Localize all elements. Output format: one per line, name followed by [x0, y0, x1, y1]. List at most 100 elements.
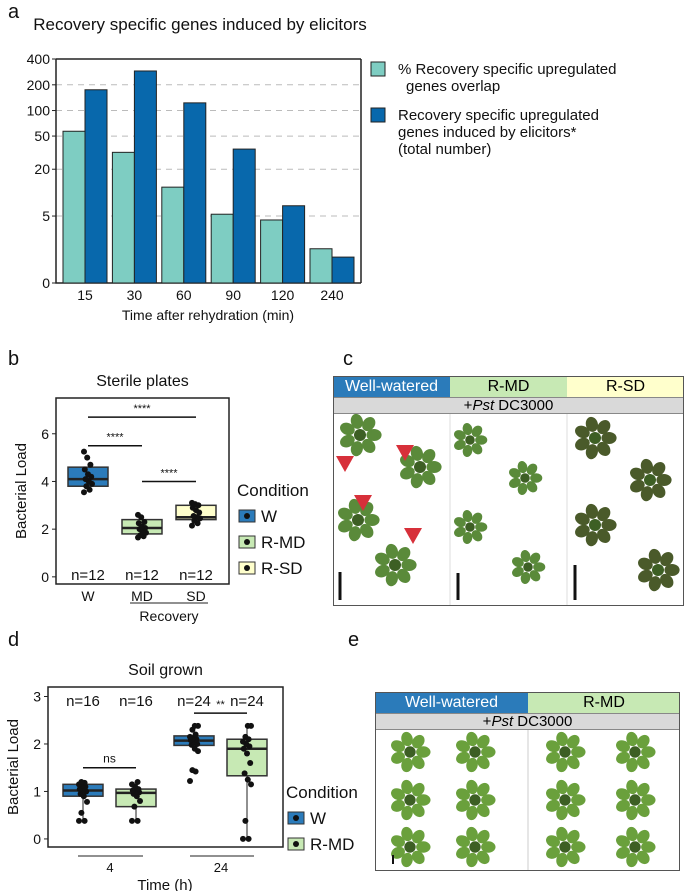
leaf: [533, 562, 546, 572]
leaf: [362, 438, 376, 453]
leaf: [466, 805, 478, 821]
leaf: [400, 466, 415, 480]
treatment-pathogen: Pst: [472, 397, 495, 414]
leaf: [566, 782, 580, 797]
panel-label-e: e: [348, 629, 359, 651]
plant: [400, 445, 442, 489]
leaf: [529, 570, 541, 582]
rosette-center: [523, 562, 533, 572]
treatment-strain: DC3000: [513, 713, 573, 730]
legend-label: R-MD: [261, 533, 305, 552]
x-tick-label: 15: [77, 287, 93, 303]
leaf: [636, 850, 650, 865]
leaf: [462, 444, 473, 457]
leaf: [597, 506, 611, 522]
rosette-center: [389, 559, 401, 571]
leaf: [626, 757, 638, 773]
leaf: [391, 788, 405, 801]
leaf: [616, 751, 630, 764]
y-tick-label: 4: [41, 473, 49, 489]
leaf: [466, 826, 478, 842]
data-point: [84, 798, 90, 805]
data-point: [244, 776, 251, 783]
leaf: [616, 740, 630, 753]
rosette-center: [559, 841, 571, 853]
leaf: [546, 846, 560, 859]
leaf: [476, 755, 490, 770]
plant: [546, 731, 586, 773]
data-point: [78, 809, 85, 816]
leaf: [401, 731, 413, 747]
leaf: [638, 569, 653, 583]
data-point: [134, 778, 141, 785]
leaf: [456, 788, 470, 801]
y-tick-label: 0: [42, 275, 50, 291]
leaf: [641, 841, 656, 853]
data-point: [242, 817, 249, 824]
leaf: [648, 576, 661, 592]
red-arrowhead-icon: [396, 445, 414, 461]
data-point: [245, 835, 252, 842]
axis: [55, 59, 361, 284]
data-point: [83, 483, 90, 490]
data-point: [81, 466, 88, 473]
rosette-center: [652, 564, 664, 576]
data-point: [135, 511, 141, 518]
leaf: [410, 445, 423, 461]
chart-title: Recovery specific genes induced by elici…: [33, 15, 367, 34]
leaf: [517, 461, 528, 474]
leaf: [471, 530, 483, 542]
legend-title: Condition: [237, 481, 309, 500]
data-point: [187, 778, 193, 785]
leaf: [411, 782, 425, 797]
leaf: [411, 755, 425, 770]
rosette-center: [465, 522, 475, 532]
plant: [391, 779, 431, 821]
leaf: [466, 757, 478, 773]
red-arrowhead-icon: [354, 495, 372, 511]
significance-label: ****: [160, 467, 178, 479]
plant: [391, 731, 431, 773]
rosette-center: [404, 841, 416, 853]
leaf: [340, 434, 355, 448]
bar-total-number: [133, 70, 157, 284]
leaf: [652, 483, 666, 498]
data-point: [81, 448, 87, 455]
leaf: [597, 528, 611, 543]
rosette-center: [629, 746, 641, 758]
leaf: [575, 425, 590, 439]
leaf: [350, 413, 363, 429]
leaf: [509, 468, 521, 479]
rosette-center: [589, 432, 601, 444]
leaf: [454, 526, 466, 537]
plant: [638, 548, 680, 592]
leaf: [350, 441, 363, 457]
y-tick-label: 1: [33, 783, 41, 799]
leaf: [476, 782, 490, 797]
leaf: [471, 425, 483, 437]
treatment-label-e: + Pst DC3000: [375, 713, 680, 730]
data-point: [189, 522, 195, 529]
leaf: [640, 486, 653, 502]
plant: [338, 498, 380, 542]
leaf: [456, 751, 470, 764]
leaf: [517, 482, 528, 495]
rosette-center: [644, 474, 656, 486]
bar-total-number: [183, 102, 207, 284]
rosette-center: [469, 794, 481, 806]
leaf: [530, 473, 543, 483]
legend-label: R-MD: [310, 835, 354, 854]
leaf: [401, 826, 413, 842]
leaf: [391, 835, 405, 848]
leaf: [462, 423, 473, 436]
leaf: [385, 571, 398, 587]
leaf: [575, 437, 590, 451]
plant: [630, 458, 672, 502]
plant: [454, 423, 488, 457]
rosette-center: [465, 435, 475, 445]
leaf: [626, 731, 638, 747]
treatment-label: + Pst DC3000: [333, 397, 684, 414]
leaf: [526, 481, 538, 493]
leaf: [375, 564, 390, 578]
